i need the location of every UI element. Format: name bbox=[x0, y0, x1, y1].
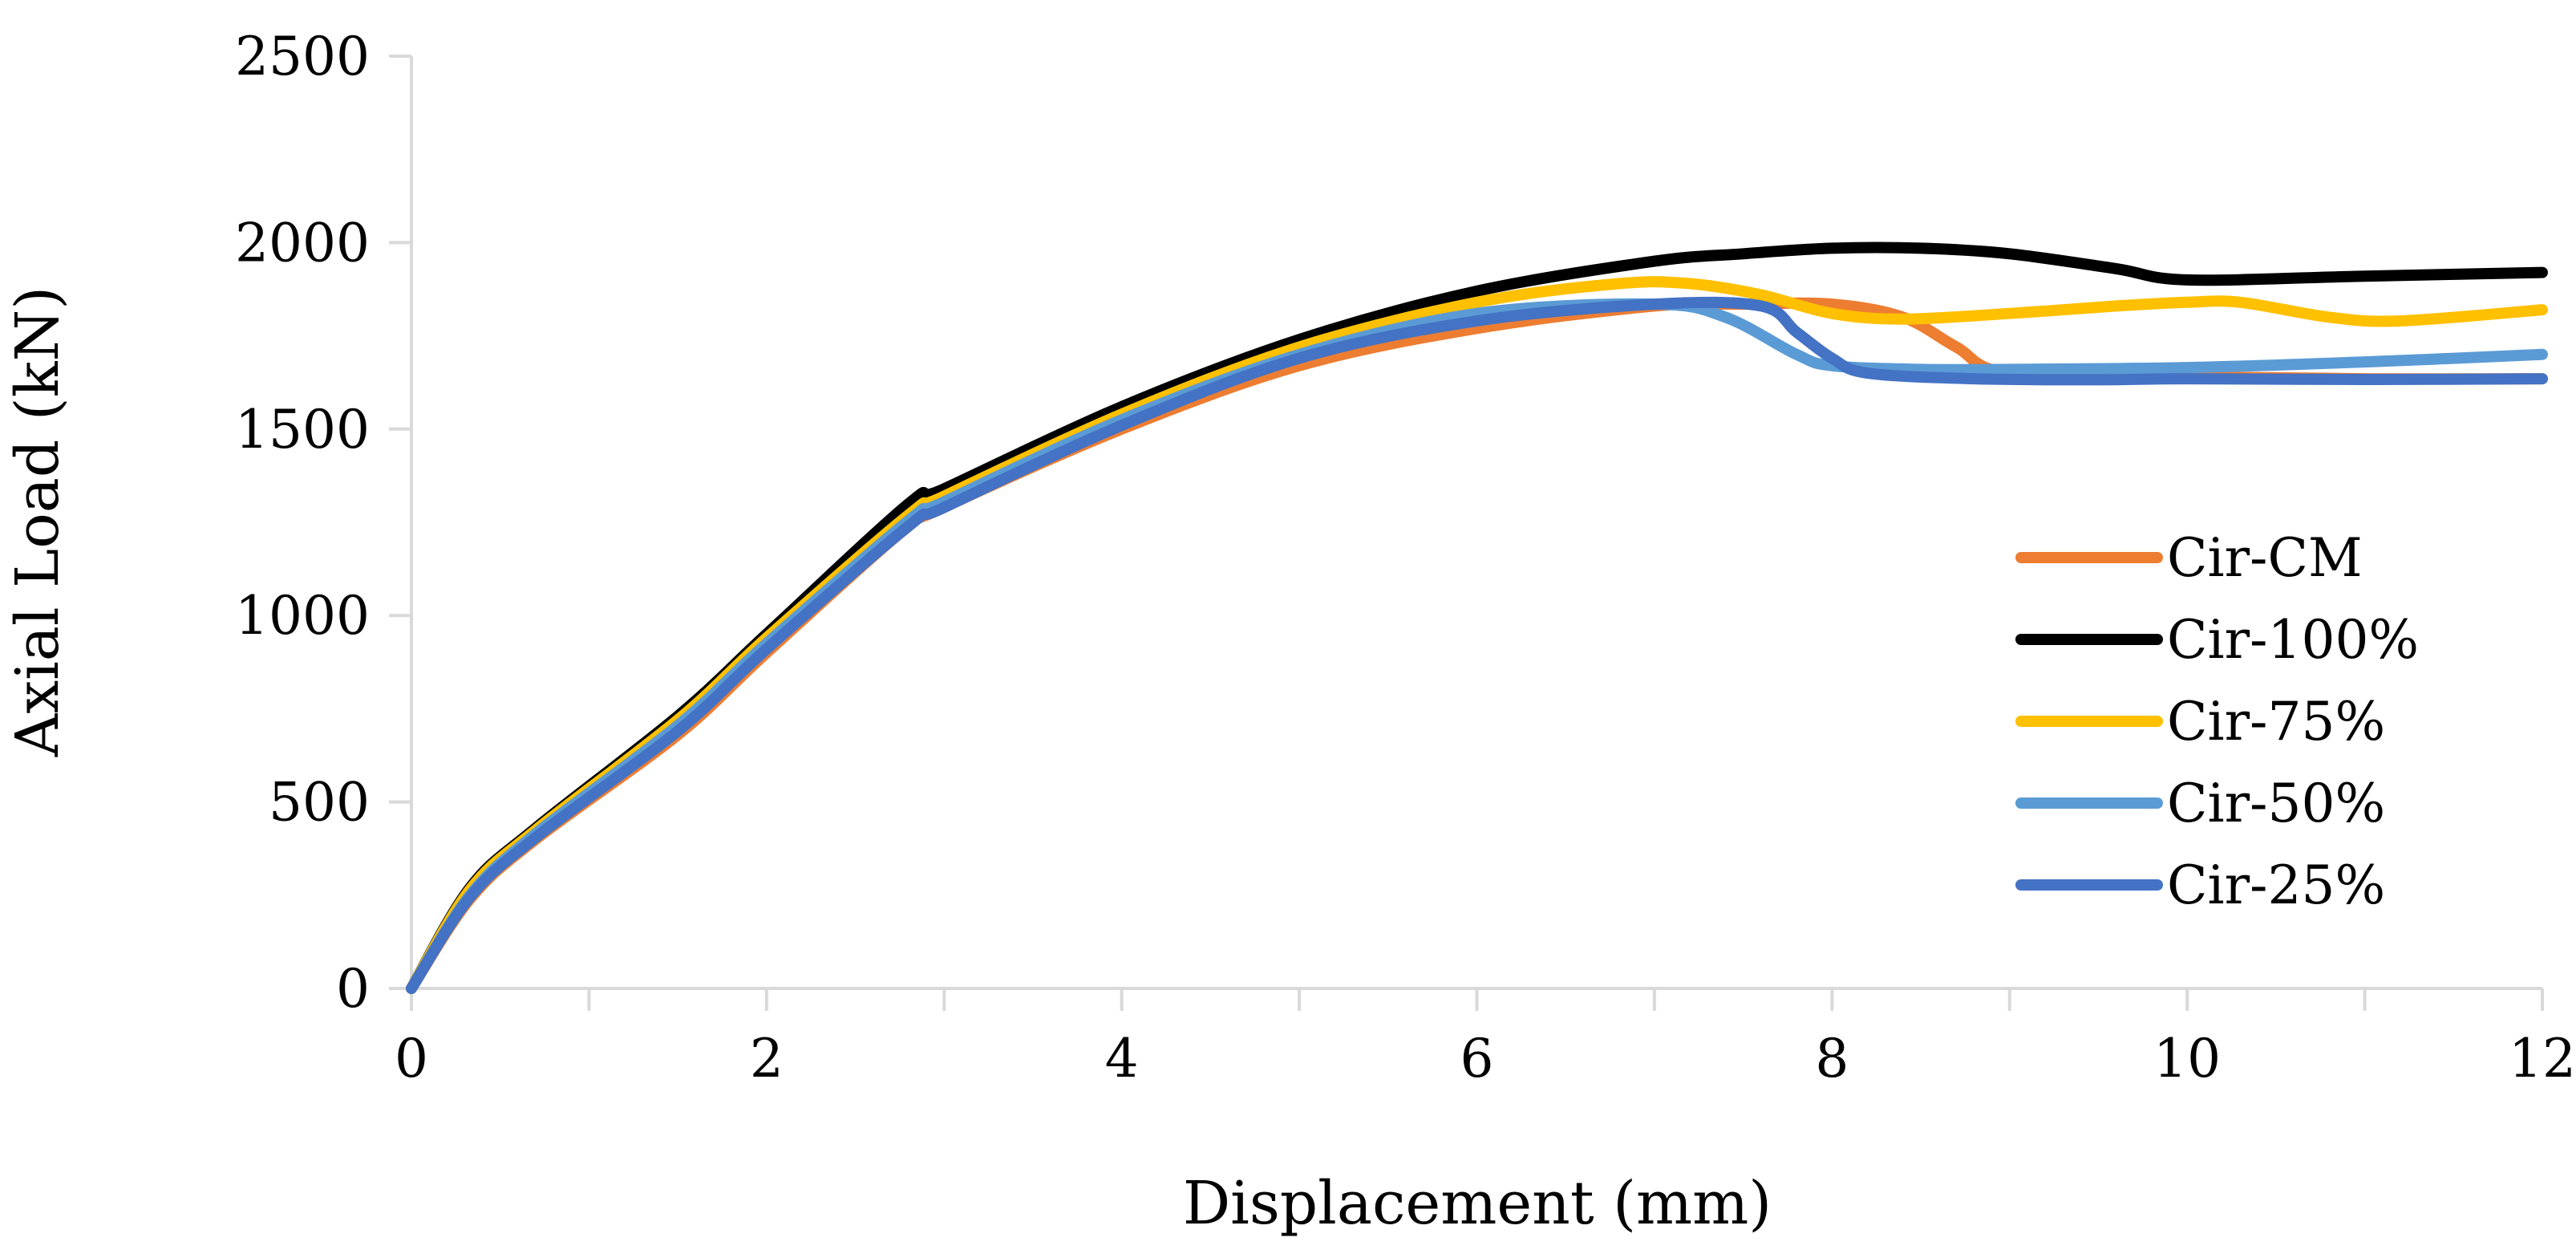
series-lines bbox=[406, 241, 2548, 994]
y-axis-ticks: 0 500 1000 1500 2000 2500 bbox=[235, 26, 411, 1020]
x-tick-label: 4 bbox=[1105, 1028, 1139, 1090]
legend-label: Cir-100% bbox=[2167, 609, 2419, 671]
y-tick-label: 500 bbox=[269, 772, 370, 834]
series-line-cir-25- bbox=[406, 296, 2548, 994]
legend-label: Cir-75% bbox=[2167, 691, 2385, 753]
x-tick-label: 0 bbox=[395, 1028, 428, 1090]
x-axis-title: Displacement (mm) bbox=[1183, 1169, 1772, 1238]
legend-label: Cir-CM bbox=[2167, 527, 2363, 589]
x-tick-label: 12 bbox=[2509, 1028, 2576, 1090]
x-tick-label: 6 bbox=[1460, 1028, 1494, 1090]
legend-label: Cir-50% bbox=[2167, 773, 2385, 834]
y-tick-label: 0 bbox=[336, 958, 370, 1020]
x-axis-ticks: 0 2 4 6 8 10 12 bbox=[395, 988, 2576, 1090]
y-tick-label: 2000 bbox=[235, 212, 370, 274]
legend-label: Cir-25% bbox=[2167, 854, 2385, 916]
y-axis-title: Axial Load (kN) bbox=[3, 286, 72, 757]
y-tick-label: 2500 bbox=[235, 26, 370, 87]
y-tick-label: 1000 bbox=[235, 585, 370, 647]
x-tick-label: 2 bbox=[750, 1028, 784, 1090]
x-tick-label: 8 bbox=[1815, 1028, 1849, 1090]
y-tick-label: 1500 bbox=[235, 399, 370, 461]
legend: Cir-CM Cir-100% Cir-75% Cir-50% Cir-25% bbox=[2015, 527, 2419, 916]
x-tick-label: 10 bbox=[2153, 1028, 2221, 1090]
